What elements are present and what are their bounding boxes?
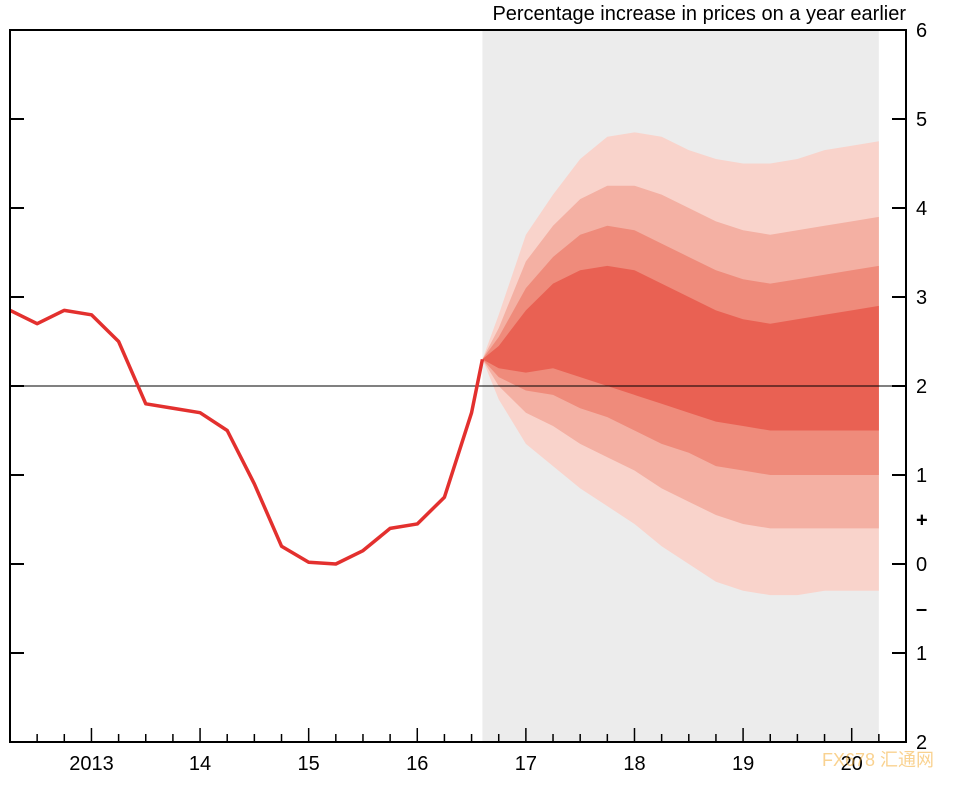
xtick-label: 18: [623, 753, 645, 775]
ytick-label: 5: [916, 109, 927, 131]
xtick-label: 2013: [69, 753, 114, 775]
chart-svg: 2 1 0 1 2 3 4 5 6 + – 2013 14 15 16 17 18 19 20 Percentage …: [0, 0, 954, 790]
ytick-label: 1: [916, 465, 927, 487]
ytick-label: 6: [916, 20, 927, 42]
ytick-label: 4: [916, 198, 927, 220]
ytick-label: 3: [916, 287, 927, 309]
ytick-label: 2: [916, 376, 927, 398]
ytick-label: 0: [916, 554, 927, 576]
xtick-label: 16: [406, 753, 428, 775]
fan-chart: 2 1 0 1 2 3 4 5 6 + – 2013 14 15 16 17 18 19 20 Percentage …: [0, 0, 954, 790]
xtick-label: 20: [841, 753, 863, 775]
plus-sign: +: [916, 510, 928, 532]
xtick-label: 15: [298, 753, 320, 775]
ytick-label: 2: [916, 732, 927, 754]
ytick-label: 1: [916, 643, 927, 665]
xtick-label: 17: [515, 753, 537, 775]
chart-title: Percentage increase in prices on a year …: [492, 3, 906, 25]
xtick-label: 19: [732, 753, 754, 775]
minus-sign: –: [916, 599, 927, 621]
xtick-label: 14: [189, 753, 211, 775]
